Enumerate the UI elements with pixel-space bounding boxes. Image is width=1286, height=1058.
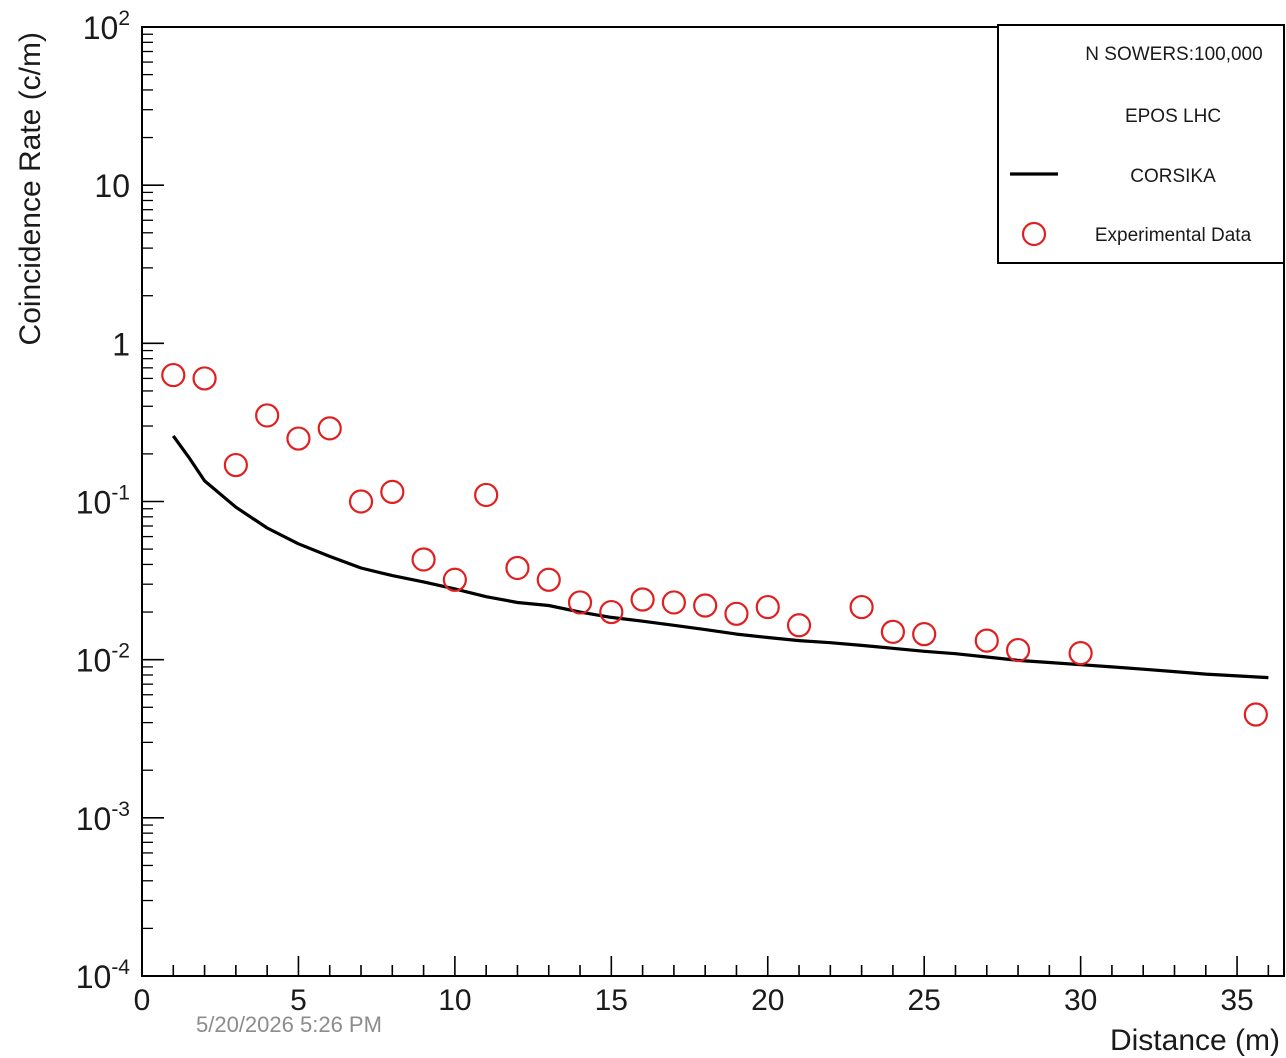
- y-tick-label: 1: [112, 326, 130, 362]
- data-point: [161, 362, 186, 388]
- axes: [141, 26, 1285, 977]
- x-tick-label: 10: [438, 984, 471, 1017]
- corsika-line: [172, 434, 1269, 680]
- x-tick-label: 35: [1220, 984, 1253, 1017]
- axis-labels: 0 5 10 15 20 25 30 35 10-4 10-3 10-2 10-1 1 10 102 Dist…: [14, 7, 1280, 1057]
- data-point: [411, 547, 436, 572]
- legend: N SOWERS:100,000 EPOS LHC CORSIKA Experimen…: [997, 24, 1285, 264]
- data-point: [380, 479, 405, 504]
- data-point: [1243, 702, 1268, 727]
- data-point: [1068, 641, 1093, 666]
- data-point: [693, 593, 718, 618]
- timestamp: 5/20/2026 5:26 PM: [196, 1012, 382, 1037]
- data-point: [442, 567, 467, 592]
- data-point: [630, 587, 655, 612]
- legend-marker-swatch: [1021, 221, 1047, 247]
- data-point: [505, 555, 530, 581]
- legend-corsika-label: CORSIKA: [1130, 166, 1216, 187]
- data-point: [317, 416, 342, 441]
- y-tick-label: 10-4: [76, 956, 131, 995]
- data-point: [849, 594, 874, 620]
- plot-area: [161, 362, 1269, 727]
- data-point: [286, 426, 311, 451]
- data-point: [474, 482, 499, 508]
- data-point: [1005, 637, 1031, 663]
- y-axis-title: Coincidence Rate (c/m): [14, 32, 47, 345]
- data-point: [599, 599, 624, 625]
- data-point: [880, 619, 906, 644]
- x-tick-label: 15: [595, 984, 628, 1017]
- x-tick-label: 25: [908, 984, 941, 1017]
- y-tick-label: 10-2: [76, 640, 130, 679]
- x-tick-label: 5: [290, 984, 307, 1017]
- y-tick-label: 10: [94, 168, 130, 204]
- data-point: [661, 590, 686, 615]
- data-point: [974, 628, 999, 653]
- data-point: [724, 601, 749, 626]
- data-point: [192, 366, 217, 391]
- legend-note-model: EPOS LHC: [1125, 106, 1221, 127]
- data-point: [255, 403, 280, 428]
- x-axis-title: Distance (m): [1110, 1024, 1280, 1057]
- data-point: [536, 567, 561, 592]
- data-point: [348, 489, 374, 514]
- data-point: [567, 590, 593, 615]
- data-point: [786, 613, 812, 638]
- legend-box: [997, 24, 1285, 264]
- y-tick-label: 102: [83, 7, 130, 46]
- x-tick-label: 20: [751, 984, 784, 1017]
- x-tick-label: 0: [134, 984, 151, 1017]
- y-tick-label: 10-3: [76, 798, 130, 837]
- legend-note-showers: N SOWERS:100,000: [1085, 44, 1262, 65]
- y-tick-label: 10-1: [76, 482, 130, 521]
- x-tick-label: 30: [1064, 984, 1097, 1017]
- legend-data-label: Experimental Data: [1095, 225, 1252, 246]
- data-point: [755, 594, 780, 620]
- data-point: [912, 622, 937, 647]
- data-point: [223, 452, 248, 478]
